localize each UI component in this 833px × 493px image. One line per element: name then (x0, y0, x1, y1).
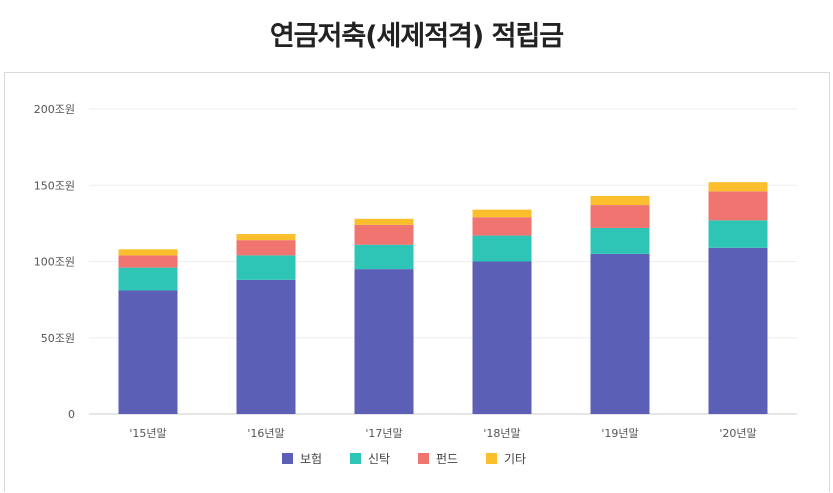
bar-segment (708, 191, 768, 221)
chart-title: 연금저축(세제적격) 적립금 (269, 21, 564, 52)
y-tick-label: 200조원 (34, 103, 75, 116)
y-tick-label: 150조원 (34, 179, 75, 192)
bar-segment (354, 269, 414, 414)
stacked-bar-chart: 0 50조원 100조원 150조원 200조원 '15년말 '16년말 '17년말 '18년말… (34, 103, 797, 466)
y-tick-label: 50조원 (41, 332, 75, 345)
bar-segment (590, 227, 650, 254)
bar-segment (236, 234, 296, 241)
legend-swatch (282, 453, 293, 464)
x-tick-label: '15년말 (129, 427, 166, 440)
bar-segment (118, 290, 178, 414)
x-tick-label: '18년말 (483, 427, 520, 440)
legend-label: 기타 (504, 452, 526, 466)
bar-segment (236, 240, 296, 256)
legend-label: 펀드 (436, 452, 458, 466)
bar-segment (708, 182, 768, 192)
bar-segment (472, 217, 532, 236)
bar-segment (118, 267, 178, 291)
legend-swatch (486, 453, 497, 464)
bar-segment (472, 235, 532, 262)
legend-swatch (350, 453, 361, 464)
bar-segment (118, 255, 178, 268)
chart-panel: 0 50조원 100조원 150조원 200조원 '15년말 '16년말 '17년말 '18년말… (4, 72, 830, 492)
legend-label: 보험 (300, 452, 322, 466)
bar-segment (236, 279, 296, 414)
bar-segment (590, 205, 650, 228)
bar-segment (590, 253, 650, 414)
bar-segment (708, 247, 768, 414)
bar-segment (472, 261, 532, 414)
legend-swatch (418, 453, 429, 464)
legend-label: 신탁 (368, 452, 390, 466)
x-tick-label: '16년말 (247, 427, 284, 440)
bar-segment (354, 224, 414, 245)
bar-segment (472, 209, 532, 218)
x-tick-label: '19년말 (601, 427, 638, 440)
bar-segment (118, 249, 178, 256)
y-tick-label: 0 (68, 408, 75, 421)
x-tick-label: '17년말 (365, 427, 402, 440)
bar-segment (708, 220, 768, 248)
y-tick-label: 100조원 (34, 256, 75, 269)
bar-segment (354, 218, 414, 225)
bar-segment (236, 255, 296, 280)
x-tick-label: '20년말 (719, 427, 756, 440)
bar-segment (590, 195, 650, 206)
bar-segment (354, 244, 414, 270)
